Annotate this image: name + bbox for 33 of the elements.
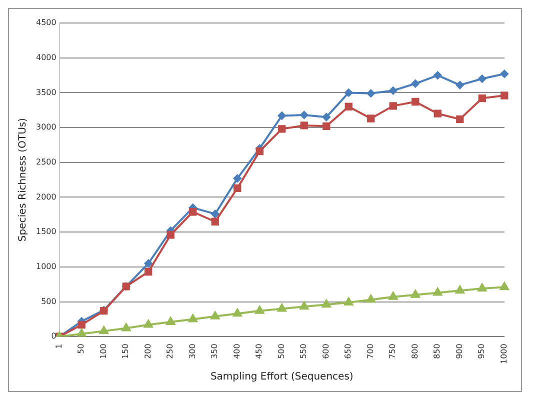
x-tick-label: 50 — [76, 344, 86, 354]
x-tick-label: 100 — [98, 344, 108, 359]
x-tick-label: 450 — [254, 344, 264, 359]
y-tick-label: 3500 — [36, 88, 56, 97]
x-tick-label: 750 — [388, 344, 398, 359]
x-tick-label: 650 — [344, 344, 353, 359]
x-tick-label: 250 — [166, 344, 175, 359]
x-tick-label: 200 — [143, 344, 152, 359]
x-tick-label: 850 — [432, 344, 442, 359]
x-tick-label: 900 — [454, 344, 464, 359]
y-tick-label: 4500 — [36, 18, 56, 28]
y-axis-title: Species Richness (OTUs) — [18, 118, 29, 242]
y-tick-label: 1000 — [36, 262, 56, 272]
x-tick-label: 1 — [54, 344, 64, 349]
x-tick-label: 1000 — [499, 344, 508, 364]
x-tick-label: 800 — [410, 344, 420, 359]
x-tick-label: 550 — [299, 344, 308, 359]
x-tick-label: 300 — [188, 344, 197, 359]
x-tick-label: 400 — [232, 344, 242, 359]
x-tick-label: 950 — [477, 344, 486, 359]
x-tick-label: 700 — [366, 344, 375, 359]
x-tick-label: 350 — [210, 344, 220, 359]
y-tick-label: 2000 — [36, 192, 56, 202]
y-tick-label: 2500 — [36, 157, 56, 166]
x-axis-title: Sampling Effort (Sequences) — [210, 372, 354, 383]
x-tick-label: 600 — [321, 344, 330, 359]
y-tick-label: 3000 — [36, 122, 56, 132]
x-tick-label: 150 — [121, 344, 130, 359]
y-tick-label: 0 — [51, 332, 56, 341]
y-tick-label: 4000 — [36, 52, 56, 62]
x-tick-label: 500 — [276, 344, 286, 359]
y-tick-label: 1500 — [36, 227, 56, 236]
y-tick-label: 500 — [41, 296, 56, 306]
